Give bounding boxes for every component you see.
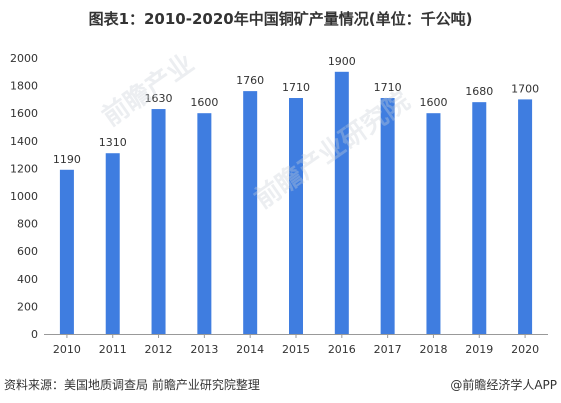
bar xyxy=(59,169,74,334)
bar xyxy=(289,98,303,335)
bar xyxy=(472,102,487,334)
bar xyxy=(243,91,258,335)
y-tick-label: 1400 xyxy=(10,135,38,148)
data-label: 1700 xyxy=(511,82,539,95)
data-label: 1310 xyxy=(99,136,127,149)
bar xyxy=(197,113,212,334)
data-label: 1710 xyxy=(282,81,310,94)
chart-title: 图表1：2010-2020年中国铜矿产量情况(单位：千公吨) xyxy=(88,10,473,28)
bar xyxy=(105,153,120,334)
y-tick-label: 0 xyxy=(31,328,38,341)
bar xyxy=(426,113,441,334)
bar xyxy=(380,98,395,335)
data-label: 1600 xyxy=(419,96,447,109)
data-label: 1710 xyxy=(374,81,402,94)
x-tick-label: 2018 xyxy=(419,343,447,356)
y-tick-label: 1000 xyxy=(10,190,38,203)
data-label: 1680 xyxy=(465,85,493,98)
y-tick-label: 600 xyxy=(17,245,38,258)
y-tick-label: 800 xyxy=(17,218,38,231)
x-tick-label: 2010 xyxy=(53,343,81,356)
data-label: 1900 xyxy=(328,55,356,68)
data-label: 1760 xyxy=(236,74,264,87)
y-tick-label: 200 xyxy=(17,300,38,313)
bar xyxy=(334,71,349,335)
y-tick-label: 1600 xyxy=(10,107,38,120)
x-tick-label: 2014 xyxy=(236,343,264,356)
data-label: 1190 xyxy=(53,153,81,166)
x-tick-label: 2016 xyxy=(328,343,356,356)
x-tick-label: 2012 xyxy=(145,343,173,356)
x-tick-label: 2019 xyxy=(465,343,493,356)
bar xyxy=(151,109,166,334)
y-tick-label: 1800 xyxy=(10,80,38,93)
data-label: 1630 xyxy=(145,92,173,105)
credit-note: @前瞻经济学人APP xyxy=(450,378,557,392)
x-tick-label: 2011 xyxy=(99,343,127,356)
y-tick-label: 1200 xyxy=(10,162,38,175)
data-label: 1600 xyxy=(190,96,218,109)
y-tick-label: 2000 xyxy=(10,52,38,65)
y-tick-label: 400 xyxy=(17,273,38,286)
bar xyxy=(518,99,533,335)
source-note: 资料来源：美国地质调查局 前瞻产业研究院整理 xyxy=(4,378,260,392)
x-tick-label: 2020 xyxy=(511,343,539,356)
x-tick-label: 2015 xyxy=(282,343,310,356)
x-tick-label: 2013 xyxy=(190,343,218,356)
x-tick-label: 2017 xyxy=(374,343,402,356)
